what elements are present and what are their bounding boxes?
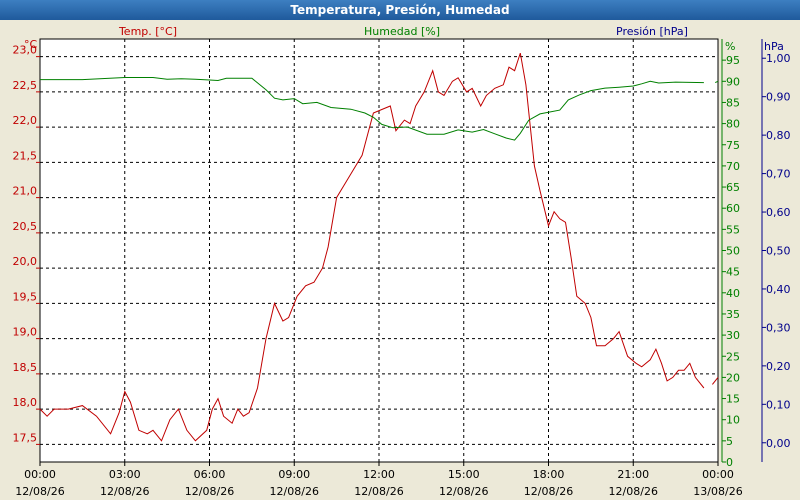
humidity-tick-label: 95 [726, 54, 740, 67]
temperature-axis-title: Temp. [°C] [118, 25, 177, 38]
x-tick-label-date: 12/08/26 [270, 485, 319, 498]
x-tick-label-date: 12/08/26 [354, 485, 403, 498]
x-tick-label-date: 12/08/26 [609, 485, 658, 498]
x-tick-label-time: 18:00 [533, 468, 565, 481]
chart-labels: 00:00 12/08/26 03:00 12/08/26 06:00 12/08/26 0… [13, 25, 791, 498]
temperature-tick-label: 19,0 [13, 326, 38, 339]
grid-lines [40, 39, 718, 462]
humidity-tick-label: 75 [726, 139, 740, 152]
humidity-series-line [714, 80, 719, 84]
humidity-axis-title: Humedad [%] [364, 25, 440, 38]
humidity-tick-label: 20 [726, 371, 740, 384]
humidity-tick-label: 70 [726, 160, 740, 173]
humidity-tick-label: 45 [726, 266, 740, 279]
humidity-tick-label: 55 [726, 223, 740, 236]
x-tick-label-time: 12:00 [363, 468, 395, 481]
pressure-tick-label: 0,50 [766, 245, 791, 258]
x-tick-label-time: 06:00 [194, 468, 226, 481]
temperature-tick-label: 18,5 [13, 361, 38, 374]
pressure-tick-label: 0,00 [766, 437, 791, 450]
window-title: Temperatura, Presión, Humedad [0, 0, 800, 20]
humidity-tick-label: 10 [726, 414, 740, 427]
humidity-tick-label: 35 [726, 308, 740, 321]
humidity-tick-label: 15 [726, 393, 740, 406]
humidity-tick-label: 85 [726, 96, 740, 109]
temperature-tick-label: 20,5 [13, 220, 38, 233]
temperature-tick-label: 20,0 [13, 255, 38, 268]
x-tick-label-date: 12/08/26 [439, 485, 488, 498]
pressure-axis-title: Presión [hPa] [616, 25, 688, 38]
temperature-tick-label: 22,0 [13, 114, 38, 127]
x-tick-label-time: 03:00 [109, 468, 141, 481]
humidity-tick-label: 0 [726, 456, 733, 469]
temperature-tick-label: 23,0 [13, 44, 38, 57]
pressure-tick-label: 0,70 [766, 168, 791, 181]
temperature-tick-label: 22,5 [13, 79, 38, 92]
x-tick-label-time: 09:00 [278, 468, 310, 481]
humidity-tick-label: 80 [726, 118, 740, 131]
humidity-tick-label: 50 [726, 245, 740, 258]
pressure-tick-label: 0,30 [766, 321, 791, 334]
pressure-tick-label: 0,90 [766, 91, 791, 104]
pressure-tick-label: 1,00 [766, 52, 791, 65]
x-tick-label-date: 12/08/26 [100, 485, 149, 498]
humidity-tick-label: 30 [726, 329, 740, 342]
x-tick-label-time: 15:00 [448, 468, 480, 481]
x-tick-label-time: 00:00 [702, 468, 734, 481]
humidity-tick-label: 65 [726, 181, 740, 194]
temperature-unit-label: °C [24, 38, 38, 51]
humidity-tick-label: 90 [726, 75, 740, 88]
temperature-series-line [712, 377, 719, 385]
temperature-tick-label: 21,5 [13, 149, 38, 162]
chart-series [39, 52, 719, 442]
humidity-tick-label: 5 [726, 435, 733, 448]
chart-axes [36, 39, 766, 466]
humidity-tick-label: 60 [726, 202, 740, 215]
humidity-unit-label: % [725, 40, 735, 53]
temperature-tick-label: 17,5 [13, 431, 38, 444]
pressure-unit-label: hPa [764, 40, 784, 53]
humidity-tick-label: 25 [726, 350, 740, 363]
pressure-tick-label: 0,10 [766, 398, 791, 411]
temperature-tick-label: 19,5 [13, 290, 38, 303]
x-tick-label-time: 00:00 [24, 468, 56, 481]
pressure-tick-label: 0,20 [766, 360, 791, 373]
pressure-tick-label: 0,60 [766, 206, 791, 219]
x-tick-label-date: 12/08/26 [185, 485, 234, 498]
x-tick-label-date: 12/08/26 [524, 485, 573, 498]
temperature-series-line [39, 52, 705, 442]
x-tick-label-date: 12/08/26 [15, 485, 64, 498]
pressure-tick-label: 0,40 [766, 283, 791, 296]
x-tick-label-date: 13/08/26 [693, 485, 742, 498]
pressure-tick-label: 0,80 [766, 129, 791, 142]
chart-canvas: 00:00 12/08/26 03:00 12/08/26 06:00 12/08/26 0… [13, 25, 791, 498]
x-tick-label-time: 21:00 [617, 468, 649, 481]
humidity-tick-label: 40 [726, 287, 740, 300]
temperature-tick-label: 21,0 [13, 185, 38, 198]
humidity-series-line [40, 77, 704, 141]
temperature-tick-label: 18,0 [13, 396, 38, 409]
